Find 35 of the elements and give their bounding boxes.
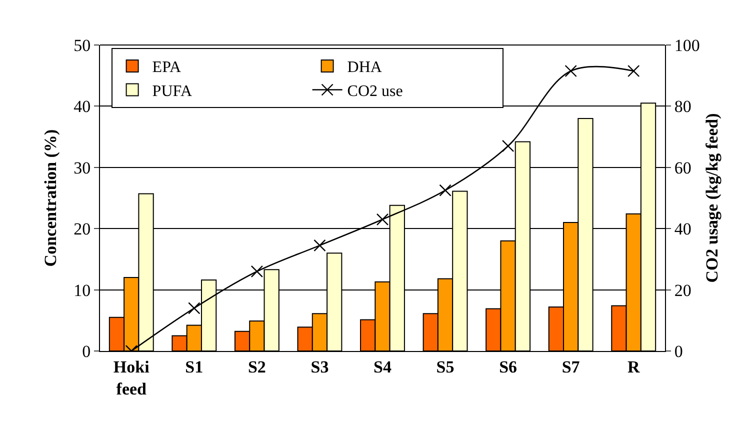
y2-tick-label: 80	[674, 97, 692, 116]
x-tick-label: S6	[499, 357, 518, 376]
y2-tick-label: 60	[674, 158, 692, 178]
point	[628, 64, 640, 78]
x-tick-label: S4	[374, 357, 392, 376]
y2-axis-title: CO2 usage (kg/kg feed)	[702, 113, 722, 283]
y-tick-label: 10	[74, 280, 91, 300]
point	[376, 213, 389, 226]
legend-label: EPA	[152, 59, 182, 76]
y2-tick-label: 100	[674, 36, 700, 55]
point	[250, 265, 264, 278]
x-tick-label: S3	[310, 357, 329, 376]
y-tick-label: 0	[82, 342, 91, 361]
legend-label: CO2 use	[347, 83, 403, 100]
y-tick-label: 20	[74, 220, 91, 239]
point	[314, 239, 326, 252]
x-tick-label: S7	[562, 357, 580, 376]
y2-tick-label: 20	[674, 280, 692, 300]
x-tick-label: S2	[248, 357, 266, 376]
y-tick-label: 40	[74, 97, 91, 116]
x-tick-label: R	[627, 357, 640, 376]
legend-label: DHA	[347, 59, 382, 76]
y-axis-title: Concentration (%)	[41, 129, 60, 267]
point	[188, 302, 200, 314]
point	[502, 140, 514, 152]
x-tick-label: Hoki feed	[113, 357, 150, 398]
point	[564, 64, 577, 78]
x-tick-label: S1	[185, 357, 204, 376]
y2-tick-label: 0	[674, 342, 683, 361]
x-tick-label: S5	[436, 357, 454, 376]
y2-tick-label: 40	[674, 220, 692, 239]
y-tick-label: 50	[74, 36, 91, 55]
legend-label: PUFA	[152, 83, 192, 100]
point	[439, 184, 452, 196]
y-tick-label: 30	[74, 158, 91, 178]
